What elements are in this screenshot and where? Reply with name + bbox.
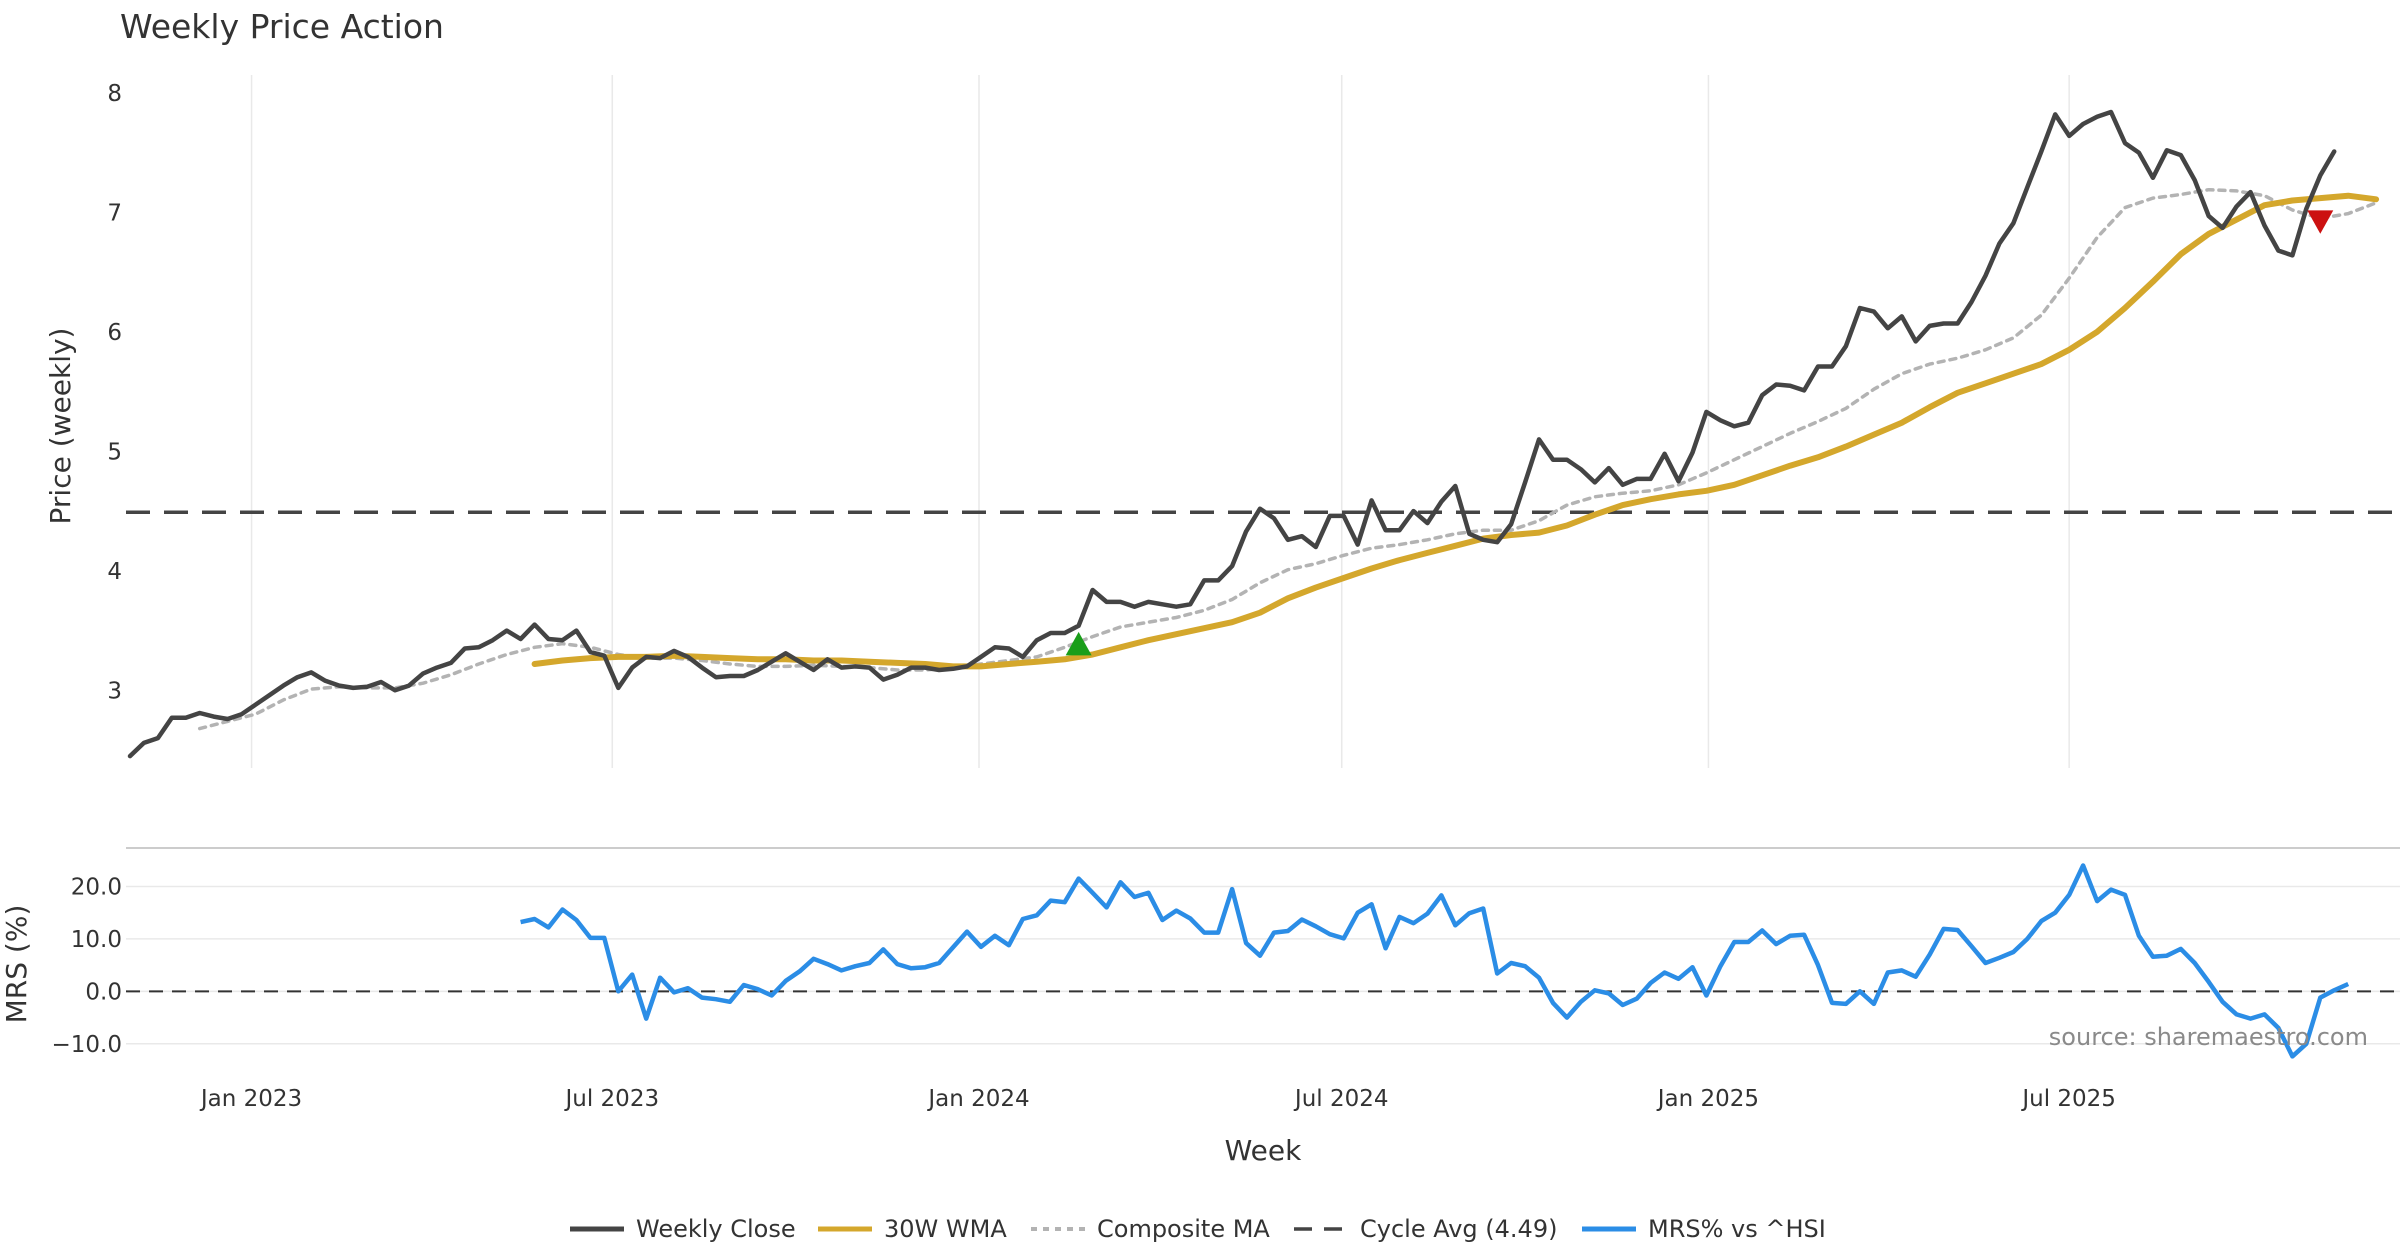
legend-label: Composite MA [1097,1215,1270,1243]
mrs-y-tick-label: 0.0 [85,979,122,1005]
composite-ma-line [197,187,2378,731]
mrs-y-tick-label: 10.0 [71,927,122,953]
source-note: source: sharemaestro.com [2049,1023,2368,1051]
legend-label: Cycle Avg (4.49) [1360,1215,1557,1243]
price-series [127,109,2380,759]
price-y-tick-label: 7 [107,200,122,226]
price-y-axis-label: Price (weekly) [44,328,77,525]
price-y-tick-label: 8 [107,81,122,107]
x-axis-label: Week [1225,1134,1302,1167]
x-tick-label: Jan 2024 [926,1086,1029,1112]
mrs-series [520,863,2350,1059]
chart-title: Weekly Price Action [120,7,444,46]
x-tick-label: Jan 2025 [1656,1086,1759,1112]
price-y-tick-label: 6 [107,320,122,346]
x-tick-label: Jul 2025 [2020,1086,2116,1112]
price-y-tick-label: 5 [107,439,122,465]
x-tick-label: Jan 2023 [199,1086,302,1112]
sell-signal-marker [2307,210,2334,234]
x-tick-label: Jul 2024 [1293,1086,1389,1112]
legend-label: 30W WMA [884,1215,1007,1243]
weekly-close-line [127,109,2337,759]
price-grid [250,75,2070,768]
x-ticks: Jan 2023 Jul 2023 Jan 2024 Jul 2024 Jan 2025… [199,1086,2116,1112]
mrs-y-tick-label: 20.0 [71,874,122,900]
price-y-ticks: 3 4 5 6 7 8 [107,81,122,704]
legend-label: MRS% vs ^HSI [1648,1215,1826,1243]
mrs-y-tick-label: −10.0 [52,1032,122,1058]
price-y-tick-label: 4 [107,559,122,585]
price-y-tick-label: 3 [107,678,122,704]
legend-label: Weekly Close [636,1215,796,1243]
buy-signal-marker [1065,631,1092,656]
30w-wma-line [531,192,2380,670]
mrs-y-ticks: 20.0 10.0 0.0 −10.0 [52,874,122,1057]
signal-markers [1065,210,2334,656]
mrs-y-axis-label: MRS (%) [0,905,33,1024]
legend: Weekly Close 30W WMA Composite MA Cycle Avg… [570,1215,1826,1243]
x-tick-label: Jul 2023 [563,1086,659,1112]
mrs-line [520,863,2350,1059]
